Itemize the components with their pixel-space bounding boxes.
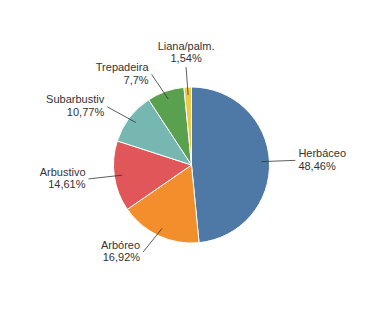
svg-text:Liana/palm.1,54%: Liana/palm.1,54% (158, 40, 215, 65)
svg-text:Subarbustiv10,77%: Subarbustiv10,77% (46, 93, 105, 118)
svg-text:Arbustivo14,61%: Arbustivo14,61% (40, 166, 86, 191)
svg-text:Arbóreo16,92%: Arbóreo16,92% (101, 239, 140, 264)
svg-text:Herbáceo48,46%: Herbáceo48,46% (298, 147, 346, 172)
svg-text:Trepadeira7,7%: Trepadeira7,7% (96, 61, 150, 86)
